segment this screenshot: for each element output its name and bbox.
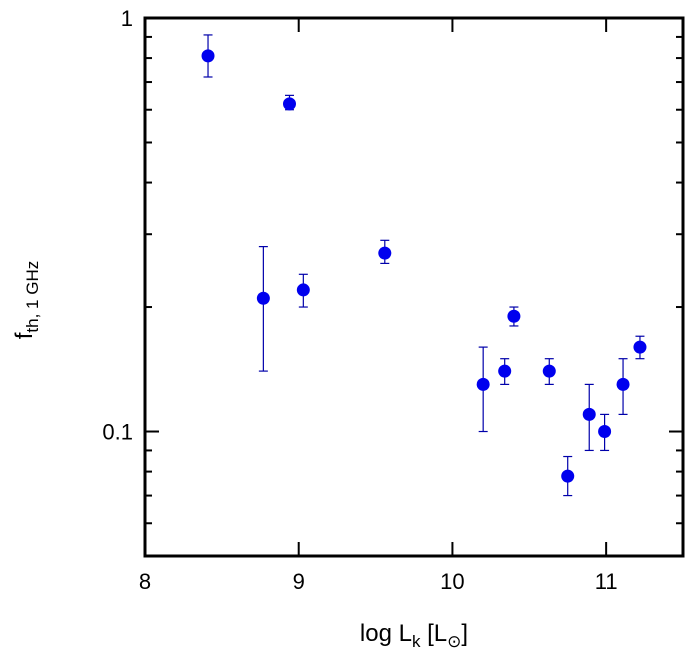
y-axis-label-subscript: th, 1 GHz — [23, 261, 42, 333]
data-point — [633, 340, 647, 354]
data-point — [256, 291, 270, 305]
data-point — [378, 246, 392, 260]
data-point — [201, 49, 215, 63]
tick-labels: 8 9 10 11 0.1 1 — [102, 6, 617, 594]
y-tick-label: 0.1 — [102, 420, 133, 445]
data-point — [282, 97, 296, 111]
data-point — [616, 377, 630, 391]
minor-ticks — [145, 35, 683, 557]
data-point — [296, 283, 310, 297]
data-point — [582, 407, 596, 421]
major-ticks — [144, 17, 683, 556]
plot-frame — [143, 16, 685, 558]
x-axis-label-main: log L — [360, 620, 412, 647]
y-axis-label: fth, 1 GHz — [11, 261, 42, 339]
y-tick-label: 1 — [121, 6, 133, 31]
data-point — [476, 377, 490, 391]
x-axis-label-unit-open: [L — [420, 620, 447, 647]
x-axis-label: log Lk [L⊙] — [360, 620, 468, 651]
x-axis-label-subscript: k — [412, 632, 421, 651]
x-tick-label: 10 — [440, 569, 464, 594]
x-axis-label-unit-close: ] — [461, 620, 468, 647]
x-tick-label: 9 — [293, 569, 305, 594]
y-axis-label-main: f — [11, 332, 38, 339]
x-tick-label: 11 — [595, 569, 618, 594]
data-point — [498, 364, 512, 378]
x-axis-label-unit-subscript: ⊙ — [447, 632, 461, 651]
data-points — [201, 49, 647, 483]
data-point — [507, 309, 521, 323]
error-bars — [203, 34, 645, 497]
data-point — [598, 425, 612, 439]
data-point — [542, 364, 556, 378]
x-tick-label: 8 — [139, 569, 151, 594]
data-point — [561, 469, 575, 483]
